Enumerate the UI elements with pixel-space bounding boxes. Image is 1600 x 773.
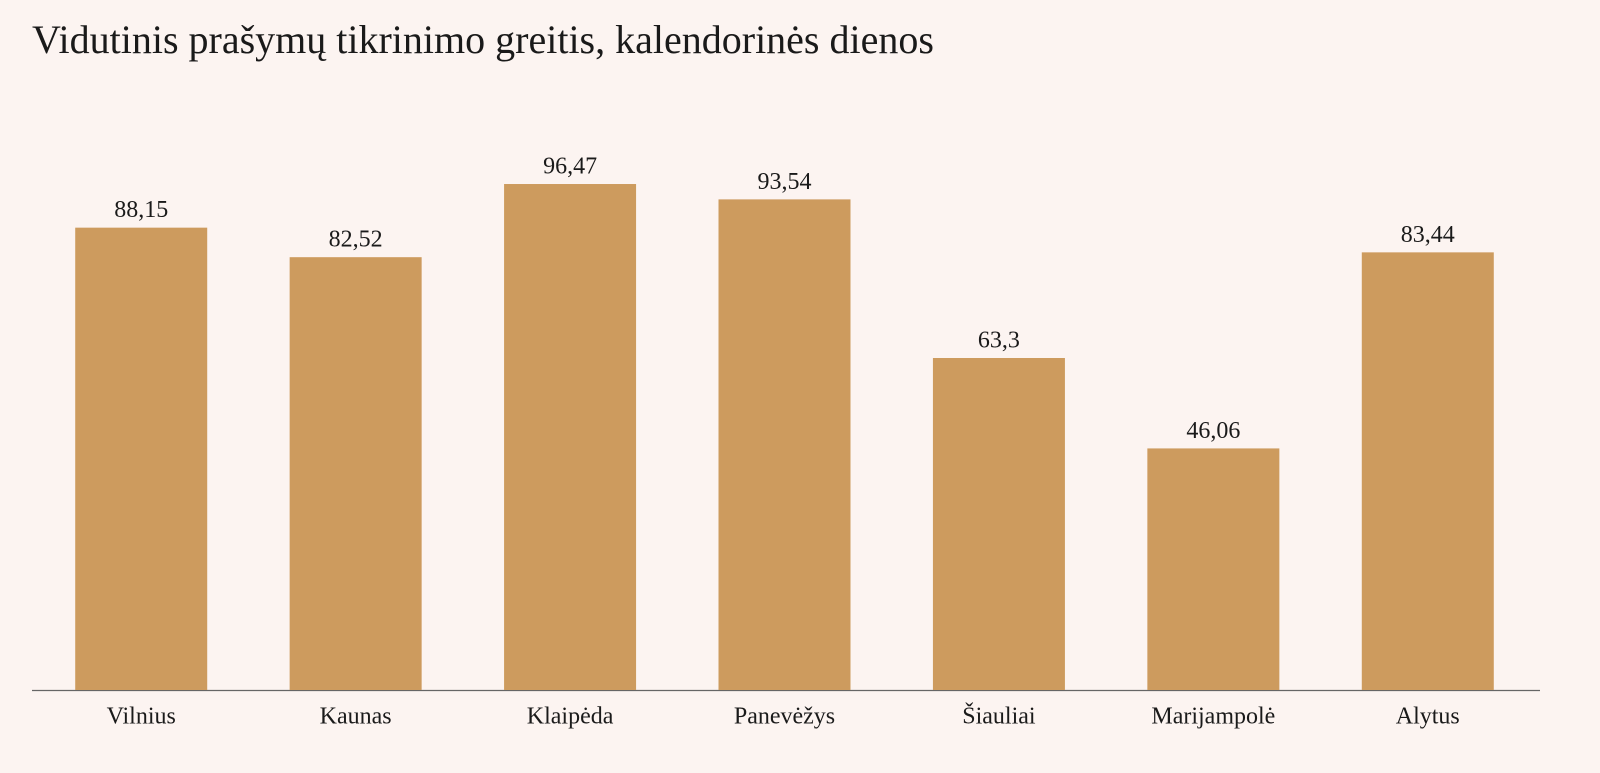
- value-label: 83,44: [1401, 222, 1455, 248]
- x-tick-label: Marijampolė: [1151, 704, 1275, 730]
- x-tick-label: Šiauliai: [962, 703, 1036, 730]
- value-label: 63,3: [978, 327, 1020, 353]
- value-label: 93,54: [758, 169, 812, 195]
- chart-title: Vidutinis prašymų tikrinimo greitis, kal…: [32, 17, 934, 62]
- bar: [75, 227, 208, 690]
- bar: [932, 357, 1065, 690]
- x-tick-label: Alytus: [1396, 704, 1460, 730]
- x-tick-label: Panevėžys: [734, 704, 835, 730]
- x-tick-label: Kaunas: [320, 704, 392, 730]
- bar: [718, 199, 851, 691]
- x-tick-label: Klaipėda: [527, 704, 614, 730]
- x-tick-label: Vilnius: [107, 704, 176, 730]
- value-label: 82,52: [329, 227, 383, 253]
- bar: [504, 184, 637, 691]
- bar: [1361, 252, 1494, 691]
- bar: [1147, 448, 1280, 690]
- bar: [289, 257, 422, 690]
- value-label: 88,15: [114, 197, 168, 223]
- value-label: 96,47: [543, 154, 597, 180]
- value-label: 46,06: [1186, 418, 1240, 444]
